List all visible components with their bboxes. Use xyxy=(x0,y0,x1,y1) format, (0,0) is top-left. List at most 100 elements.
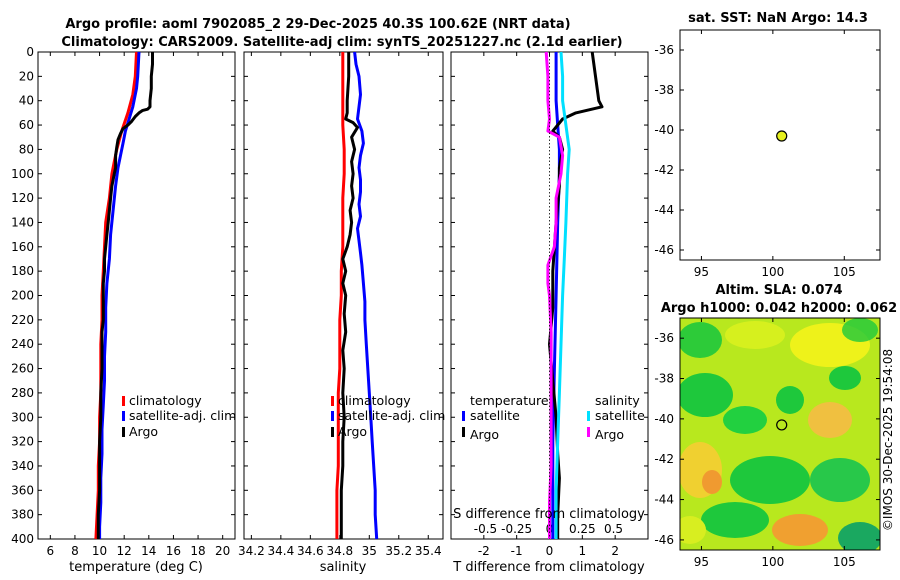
x-tick-label: 34.4 xyxy=(267,544,294,558)
y-tick-label: 340 xyxy=(11,459,34,473)
title-line-2: Climatology: CARS2009. Satellite-adj cli… xyxy=(61,35,622,50)
map-x-tick-label: 100 xyxy=(761,555,784,569)
map-y-tick-label: -44 xyxy=(654,203,674,217)
series-satellite-adj-clim xyxy=(353,51,379,540)
y-tick-label: 400 xyxy=(11,532,34,546)
salinity-xlabel: salinity xyxy=(320,560,367,575)
sst-map-title: sat. SST: NaN Argo: 14.3 xyxy=(688,11,868,26)
series-argo xyxy=(96,52,154,539)
legend-argo: Argo xyxy=(338,424,367,439)
legend-swatch-t-argo xyxy=(462,427,465,437)
y-tick-label: 80 xyxy=(19,142,34,156)
y-tick-label: 260 xyxy=(11,362,34,376)
legend-argo: Argo xyxy=(129,424,158,439)
x-tick-label: 34.8 xyxy=(326,544,353,558)
profile-lines xyxy=(94,51,788,540)
map-y-tick-label: -40 xyxy=(654,123,674,137)
x2-tick-label: -0.25 xyxy=(501,522,532,536)
x2-tick-label: 0.25 xyxy=(569,522,596,536)
legend-s-argo: Argo xyxy=(595,427,624,442)
legend-temperature-title: temperature xyxy=(470,393,549,408)
salinity-legend: climatology satellite-adj. clim Argo xyxy=(331,393,445,439)
difference-legend: temperature satellite Argo salinity sate… xyxy=(462,393,645,442)
x-tick-label: 1 xyxy=(579,544,587,558)
sla-heatmap xyxy=(680,318,880,550)
series-climatology xyxy=(335,52,346,539)
legend-swatch-climatology xyxy=(331,396,334,406)
legend-climatology: climatology xyxy=(129,393,202,408)
series-salinity-argo xyxy=(544,51,565,539)
map-y-tick-label: -46 xyxy=(654,243,674,257)
map-y-tick-label: -42 xyxy=(654,452,674,466)
axis-ticks: 6 8 10 12 14 16 18 2002040608010012014016018020… xyxy=(11,30,880,569)
y-tick-label: 160 xyxy=(11,240,34,254)
legend-swatch-climatology xyxy=(122,396,125,406)
title-line-1: Argo profile: aoml 7902085_2 29-Dec-2025… xyxy=(65,17,570,32)
sla-title-line-1: Altim. SLA: 0.074 xyxy=(716,283,843,298)
x-tick-label: 16 xyxy=(166,544,181,558)
temperature-xlabel: temperature (deg C) xyxy=(69,560,203,575)
map-y-tick-label: -46 xyxy=(654,533,674,547)
y-tick-label: 320 xyxy=(11,435,34,449)
series-temperature-satellite xyxy=(551,52,561,539)
legend-swatch-argo xyxy=(122,427,125,437)
map-x-tick-label: 100 xyxy=(761,265,784,279)
x-tick-label: 35 xyxy=(362,544,377,558)
series-satellite-adj-clim xyxy=(98,51,141,539)
map-y-tick-label: -38 xyxy=(654,83,674,97)
series-salinity-satellite xyxy=(554,51,571,539)
legend-swatch-t-satellite xyxy=(462,411,465,421)
y-tick-label: 140 xyxy=(11,215,34,229)
legend-t-satellite: satellite xyxy=(470,408,520,423)
y-tick-label: 240 xyxy=(11,337,34,351)
argo-location-marker xyxy=(776,130,788,142)
x-tick-label: -2 xyxy=(478,544,490,558)
x-tick-label: 20 xyxy=(215,544,230,558)
x-tick-label: -1 xyxy=(511,544,523,558)
x2-tick-label: 0.5 xyxy=(604,522,623,536)
y-tick-label: 20 xyxy=(19,69,34,83)
legend-climatology: climatology xyxy=(338,393,411,408)
x-tick-label: 35.4 xyxy=(415,544,442,558)
x-tick-label: 10 xyxy=(92,544,107,558)
map-y-tick-label: -36 xyxy=(654,43,674,57)
x-tick-label: 34.2 xyxy=(238,544,265,558)
map-x-tick-label: 95 xyxy=(694,555,709,569)
legend-s-satellite: satellite xyxy=(595,408,645,423)
y-tick-label: 40 xyxy=(19,94,34,108)
y-tick-label: 280 xyxy=(11,386,34,400)
legend-swatch-satellite xyxy=(122,411,125,421)
map-y-tick-label: -38 xyxy=(654,372,674,386)
legend-satellite-adj: satellite-adj. clim xyxy=(338,408,445,423)
y-tick-label: 100 xyxy=(11,167,34,181)
sst-map-axes xyxy=(679,29,881,261)
y-tick-label: 0 xyxy=(26,45,34,59)
x-tick-label: 18 xyxy=(190,544,205,558)
map-x-tick-label: 105 xyxy=(833,265,856,279)
map-y-tick-label: -40 xyxy=(654,412,674,426)
temperature-legend: climatology satellite-adj. clim Argo xyxy=(122,393,236,439)
x-tick-label: 0 xyxy=(546,544,554,558)
x-tick-label: 8 xyxy=(71,544,79,558)
map-x-tick-label: 95 xyxy=(694,265,709,279)
series-argo xyxy=(339,52,359,539)
legend-swatch-s-argo xyxy=(587,427,590,437)
x-tick-label: 14 xyxy=(141,544,156,558)
map-y-tick-label: -44 xyxy=(654,493,674,507)
x-tick-label: 34.6 xyxy=(297,544,324,558)
y-tick-label: 220 xyxy=(11,313,34,327)
y-tick-label: 180 xyxy=(11,264,34,278)
map-y-tick-label: -42 xyxy=(654,163,674,177)
map-x-tick-label: 105 xyxy=(833,555,856,569)
x2-tick-label: -0.5 xyxy=(474,522,497,536)
temperature-axes xyxy=(37,51,236,540)
y-tick-label: 380 xyxy=(11,508,34,522)
difference-xlabel: T difference from climatology xyxy=(452,560,645,575)
sla-map-axes xyxy=(679,317,881,551)
y-tick-label: 360 xyxy=(11,483,34,497)
map-y-tick-label: -36 xyxy=(654,331,674,345)
sla-title-line-2: Argo h1000: 0.042 h2000: 0.062 xyxy=(661,301,897,316)
y-tick-label: 120 xyxy=(11,191,34,205)
y-tick-label: 60 xyxy=(19,118,34,132)
